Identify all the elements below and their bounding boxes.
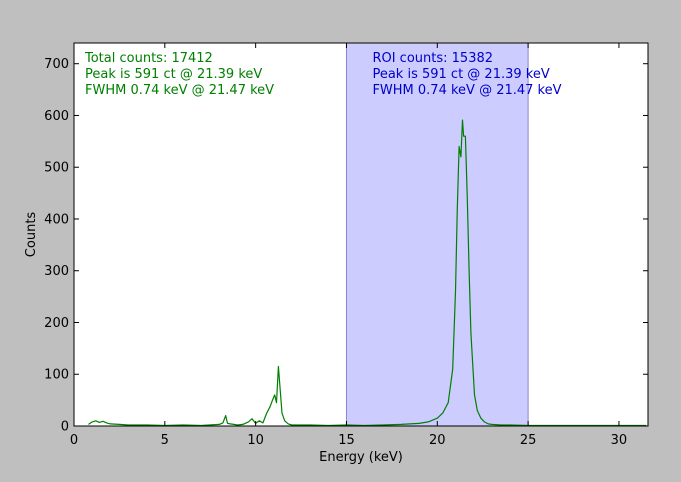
x-tick-label: 30 [611, 433, 628, 448]
spectrum-line-0 [88, 119, 647, 427]
x-tick-label: 20 [429, 433, 446, 448]
annotation-line: ROI counts: 15382 [372, 51, 493, 66]
x-tick-label: 5 [161, 433, 169, 448]
plot-frame [73, 42, 649, 427]
y-tick-label: 400 [44, 212, 69, 227]
y-tick-label: 500 [44, 161, 69, 176]
roi-band [345, 42, 529, 427]
x-tick-label: 0 [70, 433, 78, 448]
annotation-line: FWHM 0.74 keV @ 21.47 keV [85, 83, 274, 98]
y-tick-layer: 0 100 200 300 400 500 600 700 [44, 57, 648, 435]
series-layer [88, 119, 647, 427]
y-tick-label: 700 [44, 57, 69, 72]
y-axis-label: Counts [24, 212, 39, 258]
y-tick-label: 0 [61, 420, 69, 435]
x-tick-label: 25 [520, 433, 537, 448]
x-tick-label: 10 [247, 433, 264, 448]
annotation-line: FWHM 0.74 keV @ 21.47 keV [372, 83, 561, 98]
annotation-line: Peak is 591 ct @ 21.39 keV [372, 67, 549, 82]
x-tick-label: 15 [338, 433, 355, 448]
x-axis-label: Energy (keV) [319, 450, 403, 465]
x-tick-layer: 0 5 10 15 20 25 30 [70, 43, 627, 448]
y-tick-label: 300 [44, 264, 69, 279]
annotation-line: Total counts: 17412 [84, 51, 213, 66]
y-tick-label: 100 [44, 368, 69, 383]
y-tick-label: 200 [44, 316, 69, 331]
y-tick-label: 600 [44, 109, 69, 124]
annotation-line: Peak is 591 ct @ 21.39 keV [85, 67, 262, 82]
